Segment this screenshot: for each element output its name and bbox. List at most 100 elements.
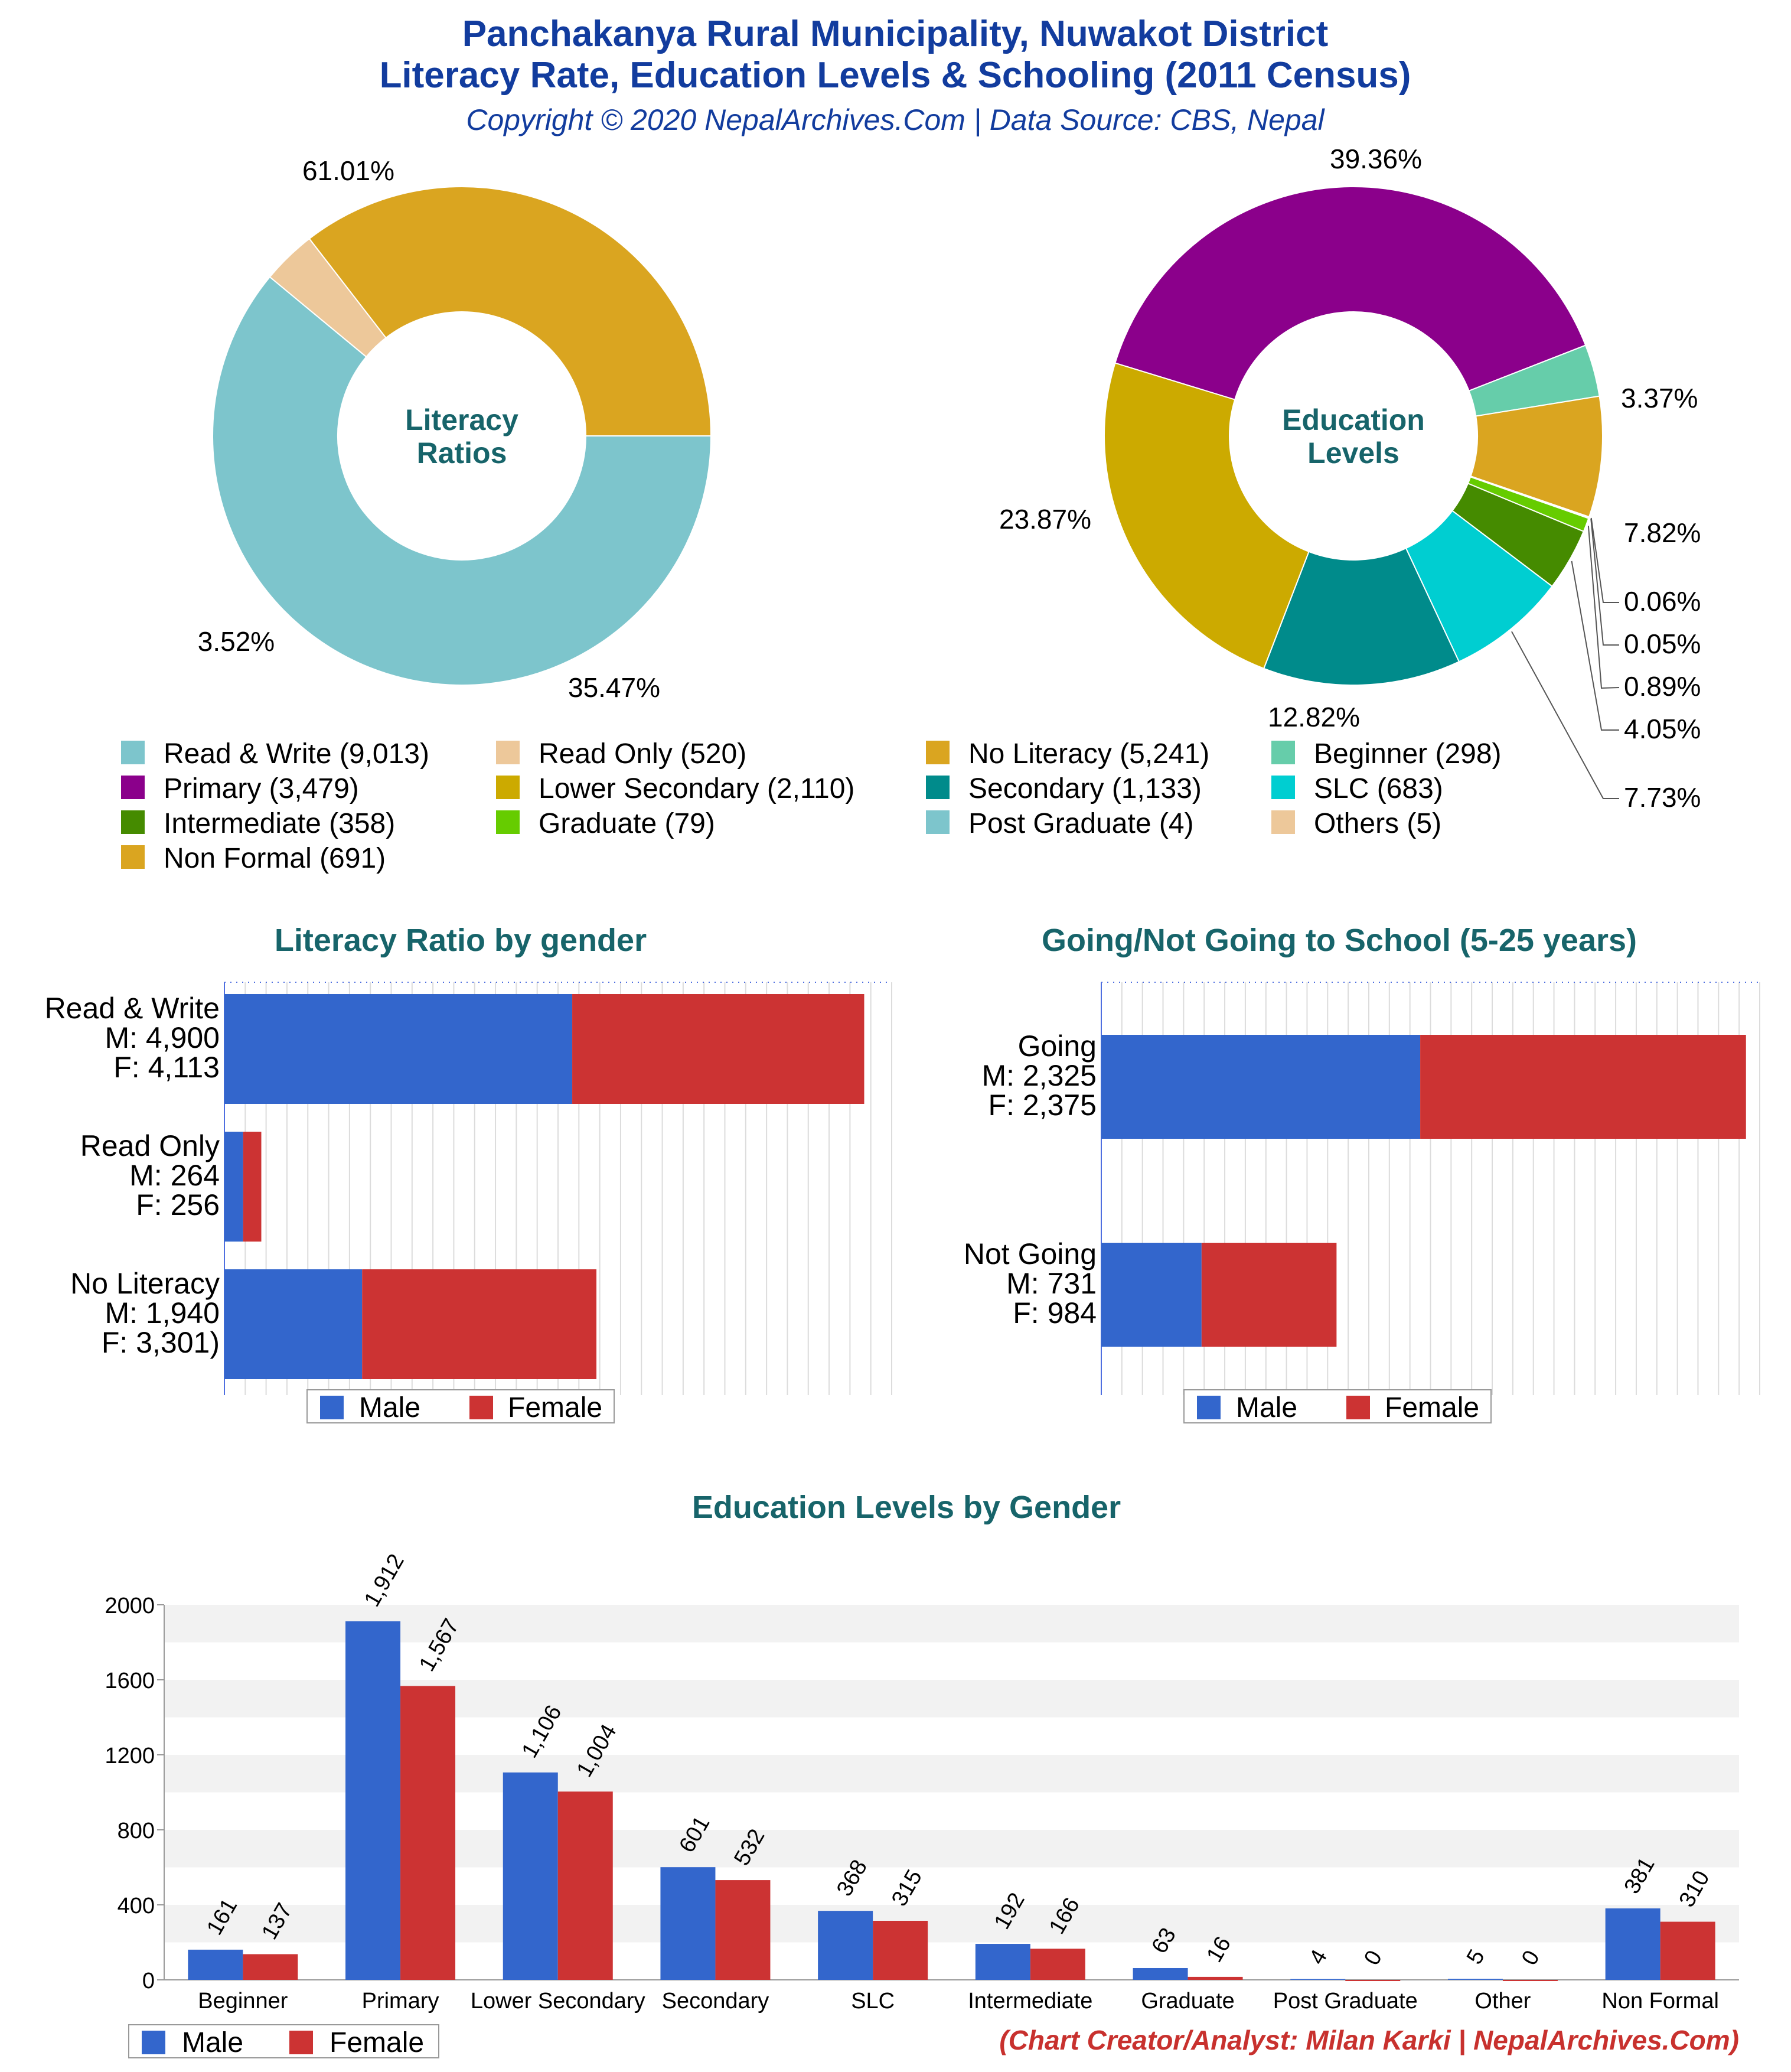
legend-item-intermediate: Intermediate (358) xyxy=(164,808,395,839)
bar-not-going-male xyxy=(1101,1243,1202,1347)
donut-legend: Read & Write (9,013) Read Only (520) No Li… xyxy=(121,738,1502,874)
grid-band xyxy=(164,1605,1739,1643)
y-tick-label: 1200 xyxy=(105,1744,155,1768)
bar-intermediate-male xyxy=(975,1944,1030,1980)
legend-swatch-male xyxy=(1197,1396,1221,1419)
y-tick-label: 0 xyxy=(142,1969,155,1993)
bar-non-formal-male xyxy=(1605,1908,1660,1980)
legend-swatch-male xyxy=(320,1396,344,1419)
bar-graduate-male xyxy=(1133,1967,1188,1980)
legend-swatch-lower-secondary xyxy=(496,776,520,799)
category-label-going-line-3: F: 2,375 xyxy=(989,1089,1097,1122)
legend-item-secondary: Secondary (1,133) xyxy=(968,773,1202,804)
bar-other-female xyxy=(1502,1980,1558,1981)
education-donut-chart: 39.36% 3.37% 7.82% 0.06% 0.05% 0.89% 4.05% 7.73… xyxy=(999,144,1701,813)
category-label-read-only-line-3: F: 256 xyxy=(136,1188,220,1221)
bar-primary-female xyxy=(400,1686,456,1980)
legend-item-graduate: Graduate (79) xyxy=(539,808,715,839)
bar-legend: Male Female xyxy=(306,1389,615,1423)
legend-box xyxy=(128,2024,439,2058)
bar-secondary-female xyxy=(715,1880,771,1980)
pct-label-no-literacy: 35.47% xyxy=(568,672,660,703)
legend-box xyxy=(306,1389,615,1423)
x-tick-label-slc: SLC xyxy=(851,1989,895,2014)
pct-label-slc: 7.73% xyxy=(1624,782,1701,813)
bar-post-graduate-female xyxy=(1345,1980,1401,1981)
legend-box xyxy=(1183,1389,1492,1423)
pct-label-secondary: 12.82% xyxy=(1268,702,1360,732)
bar-primary-male xyxy=(345,1621,401,1980)
bar-going-female xyxy=(1420,1035,1746,1139)
category-label-read-write-line-3: F: 4,113 xyxy=(113,1051,220,1084)
category-label-no-literacy-line-3: F: 3,301) xyxy=(102,1326,220,1359)
legend-swatch-non-formal xyxy=(121,845,145,869)
legend-swatch-female xyxy=(289,2031,313,2054)
legend-swatch-intermediate xyxy=(121,810,145,834)
center-label-line-1: Literacy xyxy=(405,403,518,436)
legend-swatch-graduate xyxy=(496,810,520,834)
center-label-line-2: Ratios xyxy=(417,436,507,470)
slice-lower-secondary xyxy=(1104,362,1310,670)
category-label-not-going-line-2: M: 731 xyxy=(1006,1267,1097,1300)
x-tick-label-primary: Primary xyxy=(362,1989,439,2014)
bar-intermediate-female xyxy=(1030,1949,1085,1980)
title-line-1: Panchakanya Rural Municipality, Nuwakot … xyxy=(462,14,1329,54)
category-label-no-literacy-line-1: No Literacy xyxy=(70,1267,220,1300)
legend-swatch-post-graduate xyxy=(926,810,950,834)
category-label-read-write-line-1: Read & Write xyxy=(45,992,220,1025)
legend-swatch-female xyxy=(1346,1396,1370,1419)
legend-swatch-read-write xyxy=(121,741,145,764)
legend-swatch-male xyxy=(142,2031,165,2054)
slice-secondary xyxy=(1262,547,1460,686)
bar-read-only-female xyxy=(243,1132,262,1242)
pct-label-post-graduate: 0.06% xyxy=(1624,586,1701,617)
pct-label-others: 0.05% xyxy=(1624,628,1701,659)
literacy-gender-title: Literacy Ratio by gender xyxy=(275,923,647,958)
pct-label-non-formal: 7.82% xyxy=(1624,517,1701,548)
school-going-title: Going/Not Going to School (5-25 years) xyxy=(1042,923,1637,958)
center-label-line-2: Levels xyxy=(1307,436,1399,470)
subtitle: Copyright © 2020 NepalArchives.Com | Dat… xyxy=(466,103,1325,137)
legend-item-slc: SLC (683) xyxy=(1314,773,1443,804)
legend-item-primary: Primary (3,479) xyxy=(164,773,359,804)
pct-label-lower-secondary: 23.87% xyxy=(999,504,1091,535)
x-tick-label-intermediate: Intermediate xyxy=(968,1989,1092,2014)
leader-line-graduate xyxy=(1587,526,1620,689)
legend-swatch-beginner xyxy=(1271,741,1295,764)
slice-primary xyxy=(1114,186,1587,400)
legend-item-others: Others (5) xyxy=(1314,808,1441,839)
pct-label-read-only: 3.52% xyxy=(198,626,275,657)
bar-beginner-male xyxy=(188,1949,243,1980)
y-tick-label: 2000 xyxy=(105,1594,155,1618)
legend-item-read-write: Read & Write (9,013) xyxy=(164,738,429,770)
x-tick-label-post-graduate: Post Graduate xyxy=(1273,1989,1418,2014)
bar-lower-secondary-female xyxy=(557,1791,613,1980)
legend-item-lower-secondary: Lower Secondary (2,110) xyxy=(539,773,854,804)
slice-read-write xyxy=(212,276,712,686)
bar-graduate-female xyxy=(1188,1976,1243,1980)
footer-credit: (Chart Creator/Analyst: Milan Karki | Ne… xyxy=(999,2025,1739,2055)
legend-item-beginner: Beginner (298) xyxy=(1314,738,1502,770)
bar-legend: Male Female xyxy=(1183,1389,1492,1423)
x-tick-label-lower-secondary: Lower Secondary xyxy=(471,1989,645,2014)
y-tick-label: 1600 xyxy=(105,1669,155,1693)
legend-item-no-literacy: No Literacy (5,241) xyxy=(968,738,1209,770)
bar-post-graduate-male xyxy=(1290,1979,1346,1980)
bar-other-male xyxy=(1447,1979,1503,1980)
category-label-no-literacy-line-2: M: 1,940 xyxy=(105,1296,220,1330)
pct-label-primary: 39.36% xyxy=(1330,144,1422,174)
bar-going-male xyxy=(1101,1035,1421,1139)
category-label-read-only-line-1: Read Only xyxy=(80,1129,220,1162)
x-tick-label-non-formal: Non Formal xyxy=(1601,1989,1719,2014)
category-label-going-line-2: M: 2,325 xyxy=(981,1059,1097,1092)
x-tick-label-graduate: Graduate xyxy=(1141,1989,1234,2014)
bar-secondary-male xyxy=(660,1867,716,1980)
bar-read-write-male xyxy=(224,994,573,1104)
category-label-read-only-line-2: M: 264 xyxy=(129,1159,220,1192)
x-tick-label-beginner: Beginner xyxy=(198,1989,288,2014)
legend-label-male: Male xyxy=(359,1392,420,1423)
bar-not-going-female xyxy=(1201,1243,1337,1347)
category-label-read-write-line-2: M: 4,900 xyxy=(105,1021,220,1054)
